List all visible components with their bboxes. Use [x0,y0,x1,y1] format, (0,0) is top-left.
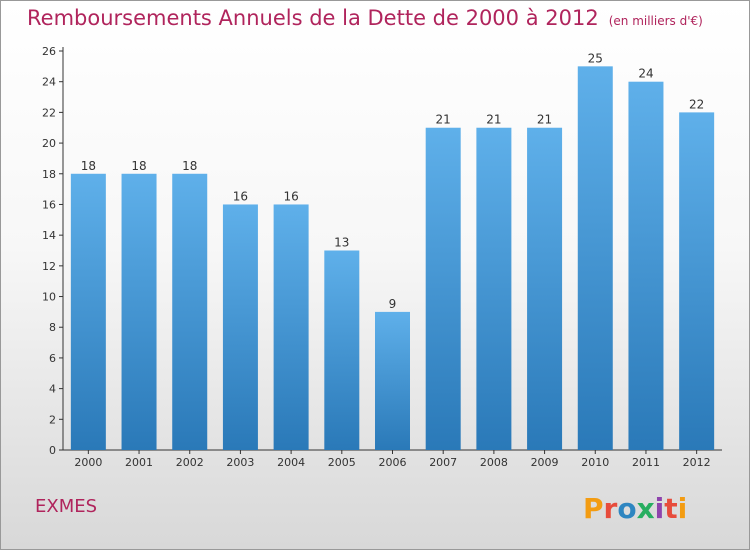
y-tick-label: 12 [42,260,56,273]
chart-title-unit: (en milliers d'€) [608,14,703,28]
bar-2008 [476,127,512,450]
bar-value-label: 16 [283,189,298,203]
x-tick-label: 2005 [328,456,356,469]
y-tick-label: 2 [49,413,56,426]
x-tick-label: 2010 [581,456,609,469]
y-tick-label: 10 [42,291,56,304]
bar-2005 [324,250,360,450]
y-tick-label: 18 [42,168,56,181]
y-tick-label: 8 [49,321,56,334]
x-tick-label: 2007 [429,456,457,469]
bar-2009 [527,127,563,450]
bar-2000 [70,173,106,450]
x-axis: 2000 2001 2002 2003 2004 2005 2006 2007 2008 2009… [63,449,722,469]
x-tick-label: 2003 [226,456,254,469]
bars: 18 18 18 16 16 13 9 21 21 21 25 24 22 [70,51,715,450]
bar-2010 [577,66,613,450]
y-tick-label: 0 [49,444,56,457]
x-tick-label: 2006 [379,456,407,469]
y-tick-label: 6 [49,352,56,365]
commune-name: EXMES [35,496,98,517]
chart-title: Remboursements Annuels de la Dette de 20… [27,6,703,30]
chart-title-main: Remboursements Annuels de la Dette de 20… [27,6,599,30]
bar-value-label: 24 [638,67,653,81]
bar-2003 [222,204,258,450]
bar-value-label: 21 [537,113,552,127]
y-tick-label: 26 [42,45,56,58]
bar-value-label: 18 [81,159,96,173]
bar-value-label: 22 [689,97,704,111]
bar-value-label: 13 [334,236,349,250]
proxiti-logo: Proxiti [583,492,687,525]
bar-value-label: 18 [182,159,197,173]
bar-2002 [172,173,208,450]
bar-value-label: 16 [233,189,248,203]
x-tick-label: 2012 [683,456,711,469]
x-tick-label: 2002 [176,456,204,469]
y-tick-label: 20 [42,137,56,150]
x-tick-label: 2011 [632,456,660,469]
y-tick-label: 22 [42,106,56,119]
x-tick-label: 2000 [74,456,102,469]
bar-2007 [425,127,461,450]
x-tick-label: 2004 [277,456,305,469]
bar-2001 [121,173,157,450]
bar-value-label: 21 [436,113,451,127]
bar-2006 [375,311,410,450]
x-tick-label: 2008 [480,456,508,469]
bar-value-label: 9 [389,297,397,311]
x-tick-label: 2001 [125,456,153,469]
y-tick-label: 4 [49,383,56,396]
y-tick-label: 14 [42,229,56,242]
bar-value-label: 25 [588,51,603,65]
bar-2004 [273,204,309,450]
bar-value-label: 18 [131,159,146,173]
svg-text:Proxiti: Proxiti [583,492,687,525]
y-tick-label: 16 [42,198,56,211]
bar-2011 [628,81,664,450]
y-tick-label: 24 [42,76,56,89]
x-tick-label: 2009 [531,456,559,469]
bar-value-label: 21 [486,113,501,127]
bar-2012 [679,112,715,450]
